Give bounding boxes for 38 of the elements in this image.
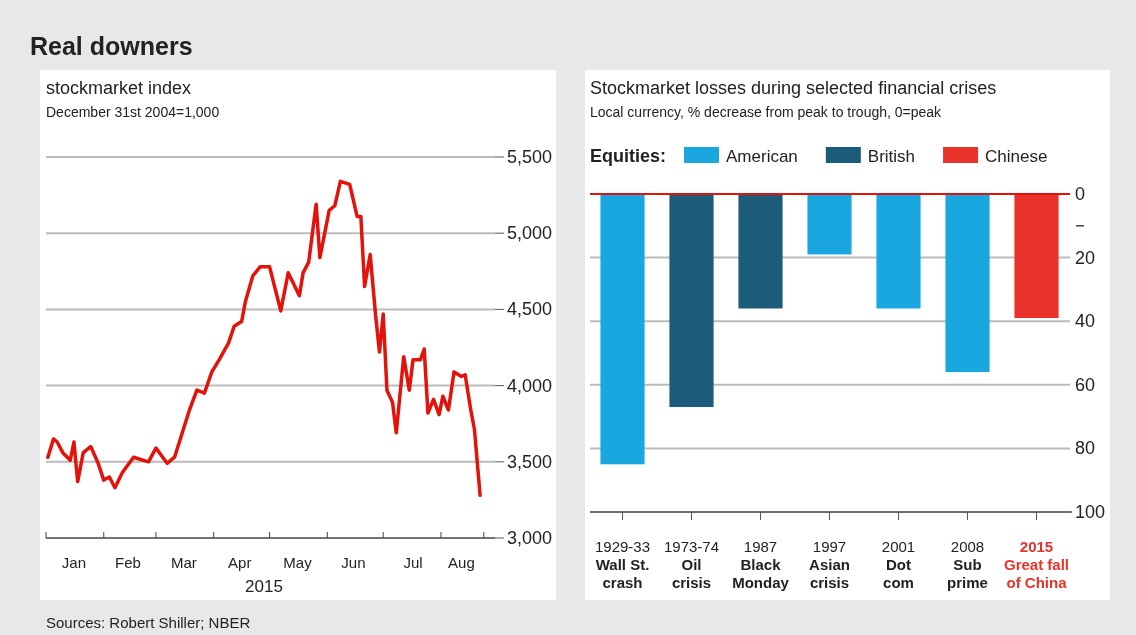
chart-subtitle: December 31st 2004=1,000 [46, 104, 220, 120]
legend-label: Chinese [985, 147, 1048, 166]
y-tick-label: 20 [1075, 247, 1096, 268]
x-tick-label: 1929-33 Wall St. crash [594, 538, 651, 591]
x-tick-label: 2015 Great fall of China [1003, 538, 1070, 591]
y-tick-label: 60 [1075, 374, 1096, 395]
y-tick-label: 0 [1075, 184, 1086, 204]
y-tick-label: 5,500 [507, 147, 553, 167]
x-tick-label: Aug [448, 554, 475, 571]
legend-title: Equities: [590, 146, 667, 166]
y-tick-label: 3,500 [507, 451, 553, 472]
x-tick-label: May [283, 554, 313, 571]
x-tick-label: Jan [61, 554, 87, 571]
source-note: Sources: Robert Shiller; NBER [46, 614, 251, 631]
x-tick-label: 1997 Asian crisis [809, 538, 850, 591]
x-tick-label: 2001 Dot com [881, 538, 916, 591]
y-tick-label: 3,000 [507, 528, 553, 548]
y-tick-label: 40 [1075, 311, 1096, 332]
y-tick-label: 80 [1075, 438, 1096, 459]
x-axis-title: 2015 [245, 577, 283, 596]
x-tick-label: Jul [403, 554, 423, 571]
chart-title: Stockmarket losses during selected financial crises [590, 78, 997, 98]
x-tick-label: Mar [170, 554, 197, 571]
y-tick-label: 4,500 [507, 299, 553, 320]
x-tick-label: 1987 Black Monday [732, 538, 790, 591]
y-tick-label: 5,000 [507, 223, 553, 244]
legend-label: American [726, 147, 798, 166]
legend-label: British [867, 147, 916, 166]
x-tick-label: Feb [115, 554, 141, 571]
x-tick-label: 2008 Sub prime [947, 538, 988, 591]
text: Real downers [30, 32, 193, 60]
x-tick-label: Jun [341, 554, 366, 571]
y-tick-label: 4,000 [507, 375, 553, 396]
x-tick-label: Apr [228, 554, 252, 571]
chart-title: stockmarket index [46, 78, 192, 98]
x-tick-label: 1973-74 Oil crisis [663, 538, 720, 591]
chart-subtitle: Local currency, % decrease from peak to trough, 0=peak [590, 104, 943, 120]
y-tick-label: 100 [1075, 502, 1106, 522]
